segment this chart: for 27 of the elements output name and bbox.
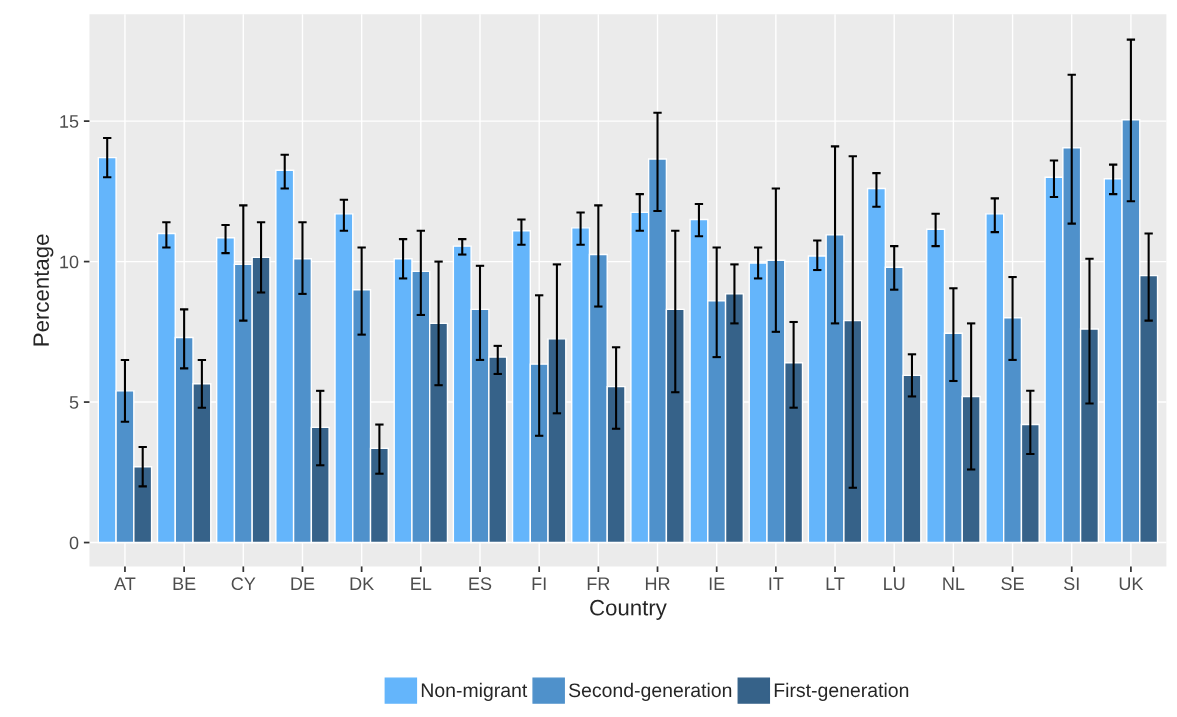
y-tick-label: 10 [60, 255, 79, 269]
x-tick-label: LU [884, 577, 905, 591]
x-tick-label: SE [1001, 577, 1024, 591]
x-tick-label: BE [173, 577, 196, 590]
x-tick-label: DE [291, 577, 315, 590]
x-tick-label: LT [826, 577, 845, 590]
y-tick-label: 5 [69, 396, 79, 409]
x-tick-label: UK [1119, 577, 1144, 591]
x-tick-label: ES [469, 577, 492, 591]
x-tick-label: HR [645, 577, 670, 590]
legend-label: Non-migrant [421, 682, 528, 701]
x-tick-label: CY [231, 577, 256, 591]
x-tick-label: SI [1064, 577, 1079, 591]
x-tick-label: FR [587, 577, 610, 590]
x-tick-label: AT [114, 577, 136, 590]
y-tick-label: 15 [60, 115, 79, 128]
legend-label: Second-generation [568, 682, 732, 701]
y-axis-title: Percentage [33, 234, 54, 346]
x-tick-label: NL [943, 577, 965, 590]
x-tick-label: FI [532, 577, 546, 590]
x-tick-label: DK [350, 577, 374, 590]
x-tick-label: EL [411, 577, 432, 590]
x-tick-label: IE [709, 577, 725, 590]
x-axis-title: Country [590, 599, 667, 620]
y-tick-label: 0 [69, 536, 79, 550]
x-tick-label: IT [769, 577, 784, 590]
legend-label: First-generation [774, 682, 909, 701]
